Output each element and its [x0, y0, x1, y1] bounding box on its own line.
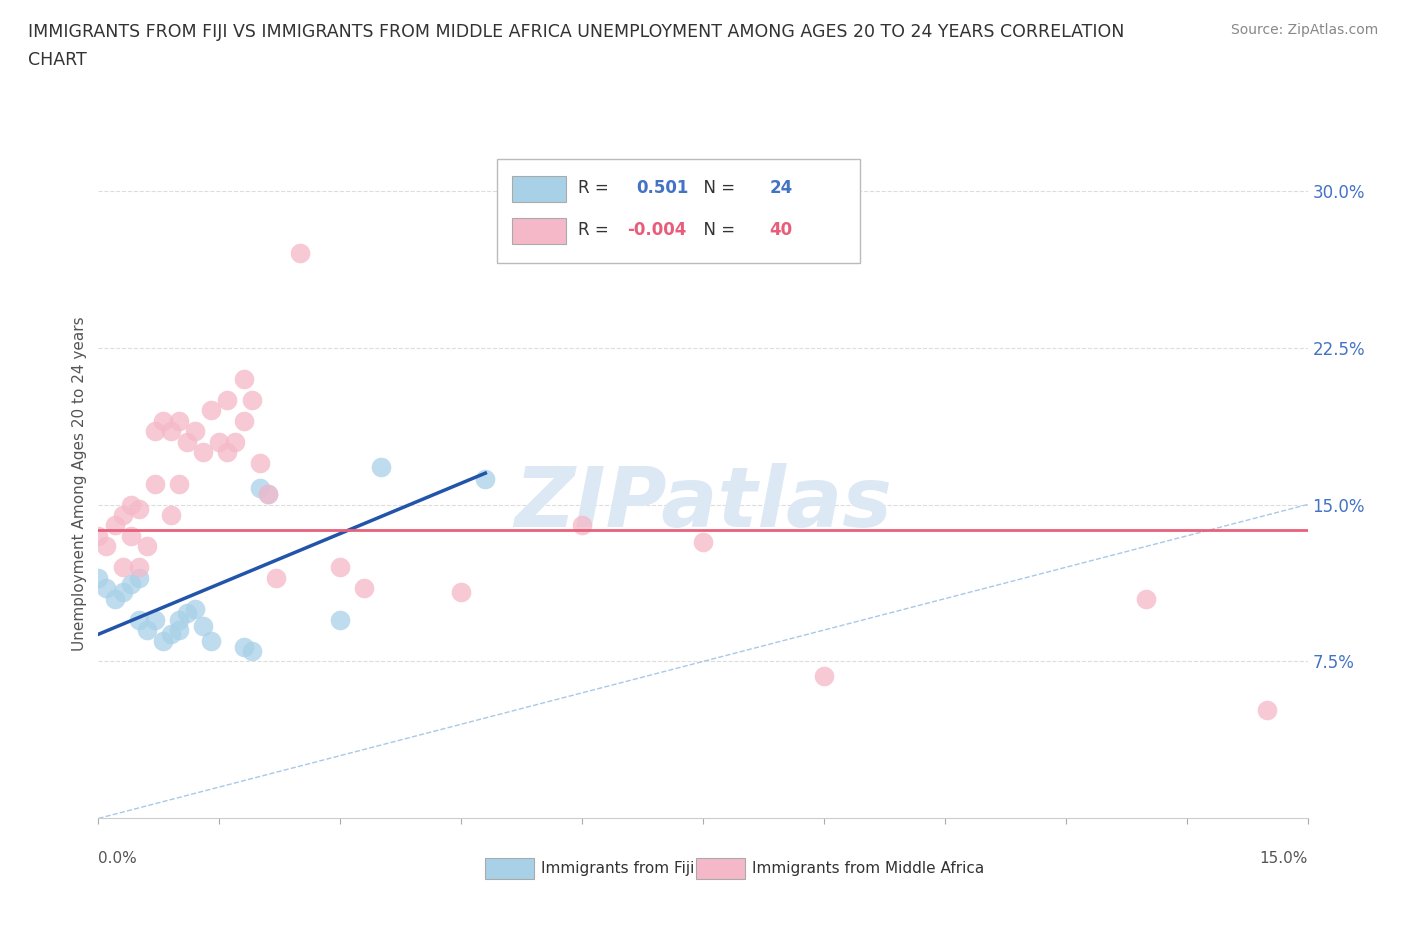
Point: [152, 633, 174, 648]
Text: ZIPatlas: ZIPatlas: [515, 463, 891, 544]
Point: [232, 640, 254, 655]
Point: [813, 669, 835, 684]
Point: [217, 445, 239, 459]
Text: 0.501: 0.501: [637, 179, 689, 197]
Point: [128, 560, 150, 575]
Point: [87, 570, 110, 585]
Point: [353, 580, 375, 596]
Point: [128, 612, 150, 627]
Point: [96, 580, 118, 596]
Text: N =: N =: [693, 179, 741, 197]
Point: [224, 434, 246, 449]
Point: [128, 570, 150, 585]
Point: [193, 445, 215, 459]
Point: [184, 424, 207, 439]
Point: [143, 612, 166, 627]
FancyBboxPatch shape: [512, 177, 567, 202]
Point: [256, 486, 278, 501]
Point: [87, 528, 110, 543]
Point: [103, 518, 125, 533]
Point: [264, 570, 287, 585]
Point: [96, 539, 118, 554]
Point: [450, 585, 472, 600]
Point: [692, 535, 714, 550]
Point: [111, 585, 134, 600]
Point: [167, 623, 190, 638]
Point: [167, 476, 190, 491]
Text: 24: 24: [769, 179, 793, 197]
Text: R =: R =: [578, 221, 614, 240]
Point: [176, 434, 198, 449]
Point: [160, 424, 183, 439]
Point: [167, 612, 190, 627]
Point: [128, 501, 150, 516]
Point: [200, 403, 222, 418]
Point: [111, 560, 134, 575]
Text: 0.0%: 0.0%: [98, 851, 138, 866]
Text: CHART: CHART: [28, 51, 87, 69]
Text: Immigrants from Middle Africa: Immigrants from Middle Africa: [752, 861, 984, 876]
Point: [232, 414, 254, 429]
Point: [103, 591, 125, 606]
Point: [120, 498, 142, 512]
Point: [571, 518, 593, 533]
Point: [167, 414, 190, 429]
Point: [193, 618, 215, 633]
Point: [160, 627, 183, 642]
Point: [143, 476, 166, 491]
Point: [249, 481, 271, 496]
Point: [143, 424, 166, 439]
FancyBboxPatch shape: [512, 219, 567, 244]
Text: IMMIGRANTS FROM FIJI VS IMMIGRANTS FROM MIDDLE AFRICA UNEMPLOYMENT AMONG AGES 20: IMMIGRANTS FROM FIJI VS IMMIGRANTS FROM …: [28, 23, 1125, 41]
Point: [232, 372, 254, 387]
Text: 40: 40: [769, 221, 793, 240]
Point: [1256, 702, 1278, 717]
Point: [1135, 591, 1157, 606]
Point: [256, 486, 278, 501]
Point: [474, 472, 496, 487]
Point: [176, 606, 198, 621]
Point: [370, 459, 392, 474]
Text: Source: ZipAtlas.com: Source: ZipAtlas.com: [1230, 23, 1378, 37]
Point: [160, 508, 183, 523]
Point: [135, 623, 157, 638]
FancyBboxPatch shape: [498, 159, 860, 262]
Text: R =: R =: [578, 179, 614, 197]
Text: -0.004: -0.004: [627, 221, 686, 240]
Point: [111, 508, 134, 523]
Point: [329, 612, 352, 627]
Point: [135, 539, 157, 554]
Point: [249, 456, 271, 471]
Point: [240, 392, 263, 407]
Point: [120, 577, 142, 591]
Point: [184, 602, 207, 617]
Point: [152, 414, 174, 429]
Point: [208, 434, 231, 449]
Text: 15.0%: 15.0%: [1260, 851, 1308, 866]
Text: N =: N =: [693, 221, 741, 240]
Point: [288, 246, 311, 261]
Point: [200, 633, 222, 648]
Point: [329, 560, 352, 575]
Point: [240, 644, 263, 658]
Y-axis label: Unemployment Among Ages 20 to 24 years: Unemployment Among Ages 20 to 24 years: [72, 316, 87, 651]
Point: [217, 392, 239, 407]
Point: [120, 528, 142, 543]
Text: Immigrants from Fiji: Immigrants from Fiji: [541, 861, 695, 876]
